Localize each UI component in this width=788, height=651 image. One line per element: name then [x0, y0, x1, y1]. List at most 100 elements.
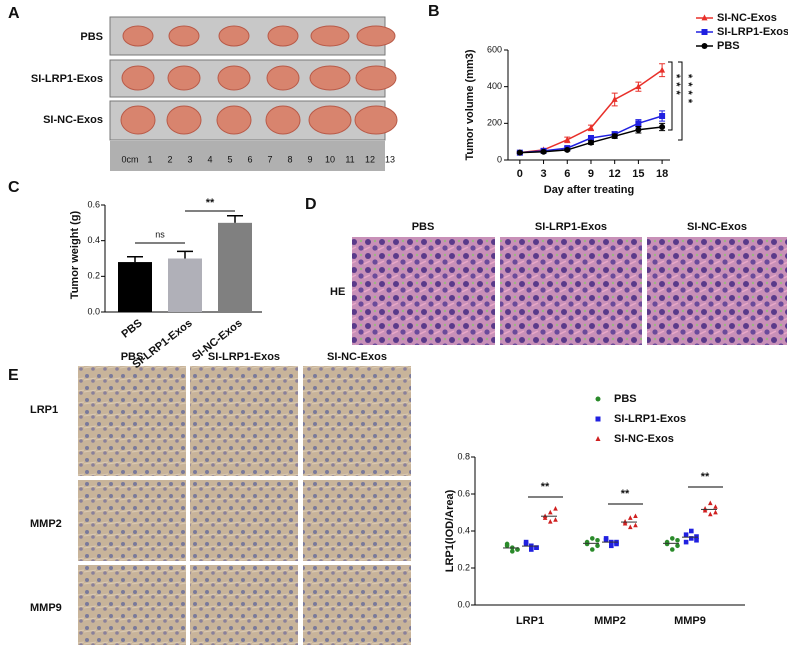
ihc-image [78, 565, 186, 645]
point [553, 506, 558, 511]
point [689, 536, 694, 541]
point [683, 539, 689, 545]
tumor [265, 105, 301, 135]
ruler-label: 4 [207, 154, 212, 164]
legend-marker [595, 396, 601, 402]
y-tick-label: 0.6 [457, 488, 470, 498]
error-bar [177, 250, 193, 259]
tumor [216, 105, 252, 135]
ihc-image [303, 480, 411, 561]
point [504, 541, 510, 547]
point [659, 124, 666, 130]
y-tick-label: 0.4 [87, 235, 100, 245]
ihc-image [190, 366, 298, 476]
point [609, 543, 614, 549]
row-label: SI-NC-Exos [43, 114, 103, 126]
panel-label: D [305, 196, 317, 213]
point [622, 520, 628, 526]
row-label: PBS [80, 31, 103, 43]
x-tick-label: MMP2 [594, 615, 626, 627]
panel-e: E PBS SI-LRP1-Exos SI-NC-Exos LRP1 MMP2 … [8, 351, 387, 614]
y-tick-label: 0.0 [457, 599, 470, 609]
ihc-image [78, 366, 186, 476]
row-label: SI-LRP1-Exos [31, 73, 103, 85]
point [675, 537, 680, 543]
panel-a: A 0cm 1 2 3 4 5 6 7 8 9 10 11 12 13 PBS SI-LRP1-Exos … [8, 5, 398, 171]
point [670, 547, 675, 552]
ruler-label: 0cm [121, 154, 138, 164]
ruler-labels: 0cm 1 2 3 4 5 6 7 8 9 10 11 12 13 [121, 154, 395, 164]
tumors [120, 25, 398, 135]
point [584, 541, 590, 547]
row-label: MMP9 [30, 602, 62, 614]
point [564, 136, 571, 143]
ruler-label: 3 [187, 154, 192, 164]
legend-marker [701, 43, 708, 49]
tumor [120, 105, 156, 135]
tumor [310, 25, 350, 47]
point [670, 536, 675, 541]
legend-marker [595, 436, 601, 441]
ruler-label: 10 [325, 154, 335, 164]
ihc-image [190, 480, 298, 561]
significance: ** [701, 471, 710, 483]
point [694, 534, 699, 539]
point [587, 139, 594, 146]
ruler-label: 5 [227, 154, 232, 164]
column-label: SI-LRP1-Exos [208, 351, 280, 363]
legend-label: SI-LRP1-Exos [717, 26, 788, 38]
significance: **** [682, 74, 694, 107]
ruler-label: 12 [365, 154, 375, 164]
tumor [266, 65, 300, 91]
point [595, 543, 600, 549]
tumor [308, 105, 352, 135]
x-tick-label: 12 [609, 168, 621, 180]
point [675, 543, 680, 549]
x-tick-label: 6 [564, 168, 570, 180]
ihc-image [303, 366, 411, 476]
point [595, 537, 600, 543]
tumor [122, 25, 154, 47]
tumor [121, 65, 155, 91]
point [708, 511, 713, 517]
significance: ** [621, 488, 630, 500]
point [587, 135, 594, 141]
x-tick-label: 9 [588, 168, 594, 180]
row-label: LRP1 [30, 404, 58, 416]
legend-marker [701, 29, 708, 35]
row-label: MMP2 [30, 518, 62, 530]
legend-label: SI-NC-Exos [717, 12, 777, 24]
point [564, 146, 571, 153]
tumor [267, 25, 299, 47]
ruler-label: 9 [307, 154, 312, 164]
column-label: PBS [121, 351, 144, 363]
point [611, 133, 618, 140]
error-bar [227, 214, 243, 223]
legend-marker [595, 416, 601, 422]
tumor [166, 105, 202, 135]
point [542, 515, 548, 520]
panel-label: C [8, 179, 20, 196]
y-tick-label: 0.6 [87, 199, 100, 209]
point [611, 95, 618, 102]
point [635, 83, 642, 90]
point [516, 149, 523, 156]
y-axis-label: Tumor weight (g) [69, 210, 81, 299]
point [590, 547, 595, 552]
y-tick-label: 0 [497, 154, 502, 164]
ruler-label: 6 [247, 154, 252, 164]
point [633, 522, 638, 528]
point [534, 545, 539, 550]
significance: *** [670, 74, 682, 99]
panel-label: A [8, 5, 20, 22]
legend-label: SI-NC-Exos [614, 433, 674, 445]
bracket [678, 61, 683, 141]
legend-label: PBS [717, 40, 740, 52]
point [659, 113, 666, 119]
ruler-label: 8 [287, 154, 292, 164]
row-label: HE [330, 286, 345, 298]
ruler-label: 11 [345, 154, 354, 164]
y-tick-label: 200 [487, 118, 502, 128]
legend-label: PBS [614, 393, 637, 405]
